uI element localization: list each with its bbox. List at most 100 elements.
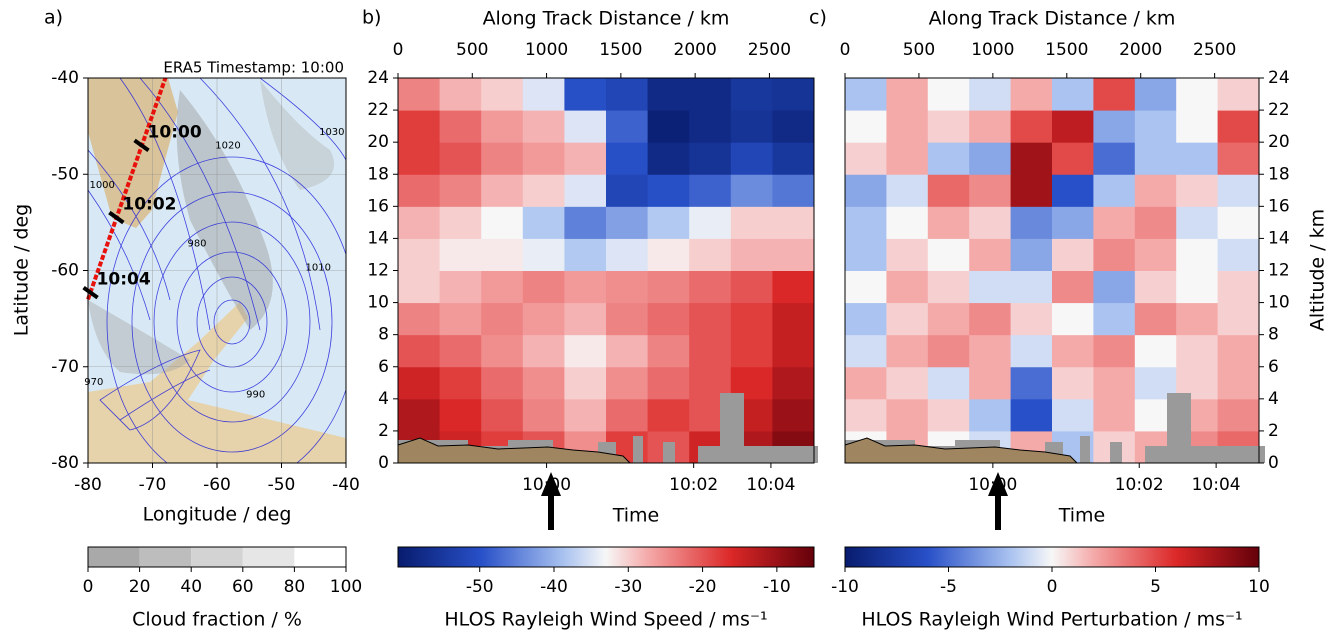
x-axis-label: Time: [1058, 505, 1106, 527]
heatmap-cell: [398, 238, 441, 271]
heatmap-cell: [398, 78, 441, 111]
axes-frame: [87, 77, 347, 464]
heatmap-cell: [1093, 270, 1136, 304]
y-tick-label: 18: [367, 164, 389, 184]
time-label: 10:00: [148, 122, 202, 142]
heatmap-cell: [1134, 302, 1177, 336]
colorbar-segment: [139, 547, 192, 567]
missing-data: [1110, 442, 1122, 463]
colorbar-segment: [88, 547, 140, 567]
y-tick-label: 14: [367, 228, 389, 248]
heatmap-cell: [730, 110, 773, 143]
y-tick-label: 16: [367, 196, 389, 216]
heatmap-cell: [730, 174, 773, 207]
heatmap-cell: [1010, 302, 1053, 336]
colorbar-tick-label: 40: [180, 577, 202, 597]
heatmap-cell: [845, 142, 887, 175]
heatmap-cell: [439, 238, 482, 271]
missing-data: [1145, 446, 1265, 463]
heatmap-cell: [647, 270, 690, 304]
heatmap-cell: [439, 334, 482, 368]
heatmap-cell: [845, 270, 887, 304]
heatmap-cell: [647, 366, 690, 400]
heatmap-cell: [845, 110, 887, 143]
y-tick-label: 16: [1268, 196, 1290, 216]
terrain: [397, 437, 632, 464]
heatmap-cell: [772, 270, 815, 304]
heatmap-cell: [481, 206, 524, 239]
heatmap-cell: [606, 366, 649, 400]
heatmap-cell: [689, 238, 732, 271]
heatmap-cell: [1052, 334, 1094, 368]
heatmap-cell: [647, 206, 690, 239]
heatmap-cell: [772, 334, 815, 368]
colorbar-tick-label: -40: [540, 577, 568, 597]
heatmap-cell: [398, 110, 441, 143]
contour-label: 1020: [215, 140, 240, 151]
heatmap-cell: [606, 174, 649, 207]
y-tick-label: -60: [51, 261, 79, 281]
heatmap-cell: [927, 366, 970, 400]
contour-label: 980: [187, 239, 206, 250]
heatmap-cell: [1093, 78, 1136, 111]
heatmap-cell: [1052, 174, 1094, 207]
panel-title: a): [44, 7, 63, 29]
heatmap-cell: [845, 302, 887, 336]
heatmap-cell: [886, 302, 929, 336]
y-tick-label: 22: [1268, 100, 1290, 120]
heatmap-cell: [564, 142, 607, 175]
heatmap-cell: [772, 366, 815, 400]
heatmap-cell: [439, 142, 482, 175]
heatmap-cell: [1134, 78, 1177, 111]
heatmap-cell: [886, 398, 929, 432]
heatmap-cell: [1052, 238, 1094, 271]
heatmap-cell: [886, 334, 929, 368]
heatmap-cell: [1010, 78, 1053, 111]
heatmap-cell: [522, 142, 565, 175]
contour-label: 1010: [306, 263, 331, 274]
y-tick-label: 20: [367, 132, 389, 152]
colorbar-tick-label: -30: [614, 577, 642, 597]
heatmap-cell: [927, 398, 970, 432]
colorbar-tick-label: -20: [689, 577, 717, 597]
x-tick-label: 10:02: [1115, 475, 1164, 495]
top-tick-label: 2500: [748, 40, 791, 60]
arrow: [541, 472, 561, 530]
heatmap-cell: [772, 110, 815, 143]
panel-title: b): [362, 7, 381, 29]
y-axis-label: Latitude / deg: [11, 204, 33, 337]
y-tick-label: 2: [378, 421, 389, 441]
top-tick-label: 2000: [674, 40, 717, 60]
heatmap-cell: [606, 270, 649, 304]
heatmap-cell: [772, 142, 815, 175]
heatmap-cell: [398, 142, 441, 175]
heatmap-cell: [730, 78, 773, 111]
heatmap-cell: [1052, 142, 1094, 175]
heatmap-cell: [730, 238, 773, 271]
heatmap-cell: [606, 110, 649, 143]
x-tick-label: 10:04: [746, 475, 795, 495]
heatmap-cell: [439, 78, 482, 111]
heatmap-cell: [606, 302, 649, 336]
heatmap-cell: [1176, 206, 1219, 239]
colorbar-label: HLOS Rayleigh Wind Perturbation / ms⁻¹: [861, 609, 1242, 631]
time-label: 10:02: [122, 195, 176, 215]
y-tick-label: 18: [1268, 164, 1290, 184]
heatmap-cell: [564, 398, 607, 432]
heatmap-cell: [969, 270, 1012, 304]
heatmap-cell: [398, 270, 441, 304]
top-axis-label: Along Track Distance / km: [483, 8, 730, 30]
heatmap-cell: [481, 78, 524, 111]
colorbar-frame: [87, 546, 347, 568]
heatmap-cell: [481, 270, 524, 304]
heatmap-cell: [1052, 270, 1094, 304]
top-tick-label: 1500: [599, 40, 642, 60]
heatmap-cell: [647, 334, 690, 368]
map-annotation: ERA5 Timestamp: 10:00: [163, 59, 344, 77]
top-tick-label: 0: [393, 40, 404, 60]
colorbar-tick-label: 100: [330, 577, 362, 597]
y-tick-label: -40: [51, 68, 79, 88]
colorbar-tick-label: 10: [1248, 577, 1270, 597]
heatmap-cell: [689, 206, 732, 239]
